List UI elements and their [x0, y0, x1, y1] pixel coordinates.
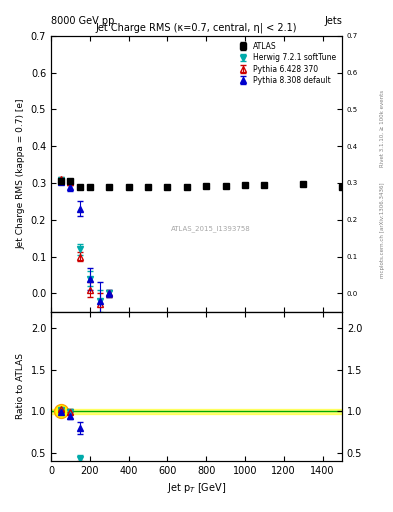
X-axis label: Jet p$_T$ [GeV]: Jet p$_T$ [GeV]	[167, 481, 226, 495]
Text: Rivet 3.1.10, ≥ 100k events: Rivet 3.1.10, ≥ 100k events	[380, 90, 385, 166]
Y-axis label: Jet Charge RMS (kappa = 0.7) [e]: Jet Charge RMS (kappa = 0.7) [e]	[16, 98, 25, 249]
Title: Jet Charge RMS (κ=0.7, central, η| < 2.1): Jet Charge RMS (κ=0.7, central, η| < 2.1…	[96, 23, 297, 33]
Text: 8000 GeV pp: 8000 GeV pp	[51, 15, 114, 26]
Text: mcplots.cern.ch [arXiv:1306.3436]: mcplots.cern.ch [arXiv:1306.3436]	[380, 183, 385, 278]
Y-axis label: Ratio to ATLAS: Ratio to ATLAS	[16, 353, 25, 419]
Text: Jets: Jets	[324, 15, 342, 26]
Bar	[51, 409, 342, 414]
Text: ATLAS_2015_I1393758: ATLAS_2015_I1393758	[171, 226, 251, 232]
Legend: ATLAS, Herwig 7.2.1 softTune, Pythia 6.428 370, Pythia 8.308 default: ATLAS, Herwig 7.2.1 softTune, Pythia 6.4…	[235, 39, 338, 87]
